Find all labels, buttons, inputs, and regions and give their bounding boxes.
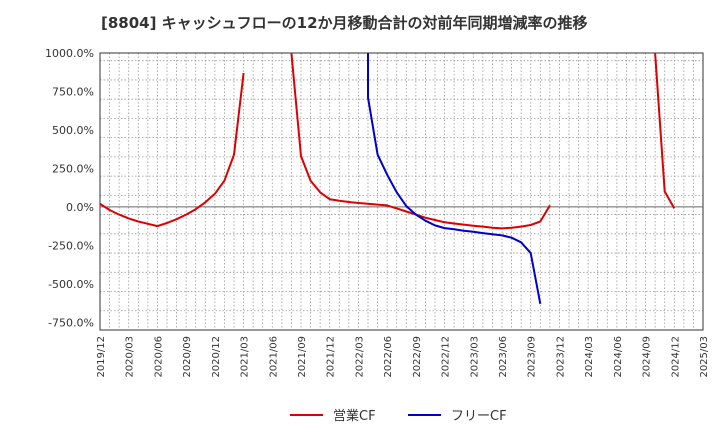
x-tick-label: 2022/09: [412, 336, 423, 378]
grid: [99, 53, 704, 331]
legend: 営業CF フリーCF: [290, 408, 507, 424]
series-free-cf: [367, 53, 542, 304]
y-tick-label: 0.0%: [66, 201, 94, 214]
x-tick-label: 2021/12: [326, 336, 337, 378]
x-tick-label: 2022/12: [441, 336, 452, 378]
x-tick-label: 2025/03: [699, 336, 710, 378]
x-tick-label: 2019/12: [96, 336, 107, 378]
x-tick-label: 2023/03: [469, 336, 480, 378]
chart-title: [8804] キャッシュフローの12か月移動合計の対前年同期増減率の推移: [101, 14, 588, 32]
y-tick-label: -750.0%: [48, 316, 94, 329]
y-tick-label: 1000.0%: [45, 47, 94, 60]
series-line: [367, 53, 542, 304]
y-tick-label: -250.0%: [48, 239, 94, 252]
series-line: [654, 53, 676, 209]
legend-label: フリーCF: [451, 409, 507, 424]
x-tick-label: 2024/09: [642, 336, 653, 378]
x-tick-label: 2020/03: [125, 336, 136, 378]
x-tick-label: 2022/06: [383, 336, 394, 378]
x-tick-label: 2024/12: [670, 336, 681, 378]
x-tick-label: 2023/12: [555, 336, 566, 378]
x-tick-label: 2024/06: [613, 336, 624, 378]
x-tick-label: 2020/09: [182, 336, 193, 378]
x-tick-label: 2023/09: [527, 336, 538, 378]
x-tick-label: 2020/06: [153, 336, 164, 378]
x-tick-label: 2021/03: [240, 336, 251, 378]
x-tick-label: 2021/09: [297, 336, 308, 378]
series-line: [100, 72, 245, 228]
series-line: [290, 53, 551, 230]
x-tick-label: 2020/12: [211, 336, 222, 378]
y-tick-label: 750.0%: [52, 85, 94, 98]
x-tick-label: 2024/03: [584, 336, 595, 378]
x-tick-label: 2021/06: [268, 336, 279, 378]
axes: 1000.0% 750.0% 500.0% 250.0% 0.0% -250.0% -500…: [45, 47, 710, 378]
plot-border: [99, 52, 704, 331]
x-tick-label: 2022/03: [354, 336, 365, 378]
legend-label: 営業CF: [333, 408, 376, 424]
y-tick-label: -500.0%: [48, 278, 94, 291]
series: [100, 53, 676, 304]
y-tick-label: 250.0%: [52, 162, 94, 175]
y-tick-label: 500.0%: [52, 124, 94, 137]
x-tick-label: 2023/06: [498, 336, 509, 378]
series-operating-cf: [100, 53, 676, 230]
